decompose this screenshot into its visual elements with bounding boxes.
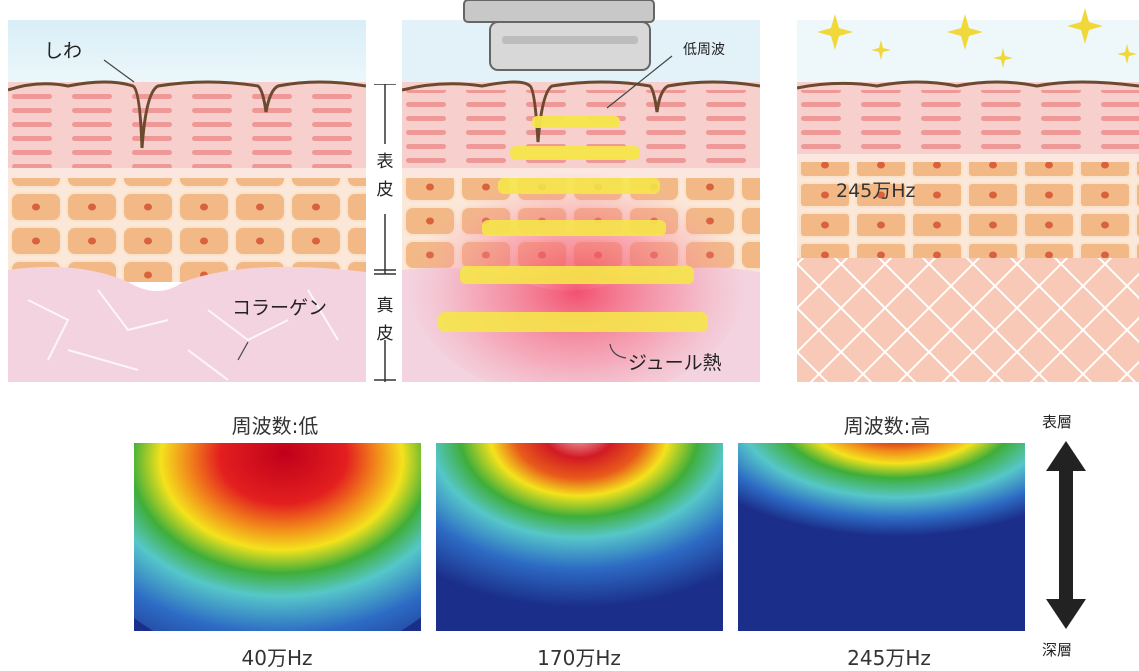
- heatmap-170: [436, 443, 723, 631]
- skin-panel-wrinkle: [8, 20, 366, 382]
- deep-layer-label: 深層: [1042, 641, 1073, 659]
- layer-bracket: [368, 83, 402, 382]
- heatmap-40: [134, 443, 421, 631]
- surface-layer-label: 表層: [1042, 413, 1073, 431]
- joule-heat-label: ジュール熱: [628, 352, 722, 374]
- heatmap-245: [738, 443, 1025, 631]
- heatmap-40-label: 40万Hz: [241, 646, 313, 670]
- freq-low-caption: 周波数:低: [231, 414, 319, 438]
- epidermis-label: 表 皮: [376, 152, 394, 200]
- heatmap-170-label: 170万Hz: [537, 646, 621, 670]
- low-frequency-label: 低周波: [683, 42, 725, 58]
- heatmap-245-label: 245万Hz: [847, 646, 931, 670]
- freq-high-caption: 周波数:高: [843, 414, 931, 438]
- depth-arrow-icon: [1046, 441, 1086, 629]
- wrinkle-label: しわ: [44, 40, 83, 62]
- skin-panel-smooth: [797, 0, 1139, 382]
- panel3-freq-label: 245万Hz: [836, 180, 916, 202]
- dermis-label: 真 皮: [376, 296, 394, 344]
- collagen-label: コラーゲン: [232, 297, 328, 319]
- skin-panel-treatment: [402, 0, 760, 382]
